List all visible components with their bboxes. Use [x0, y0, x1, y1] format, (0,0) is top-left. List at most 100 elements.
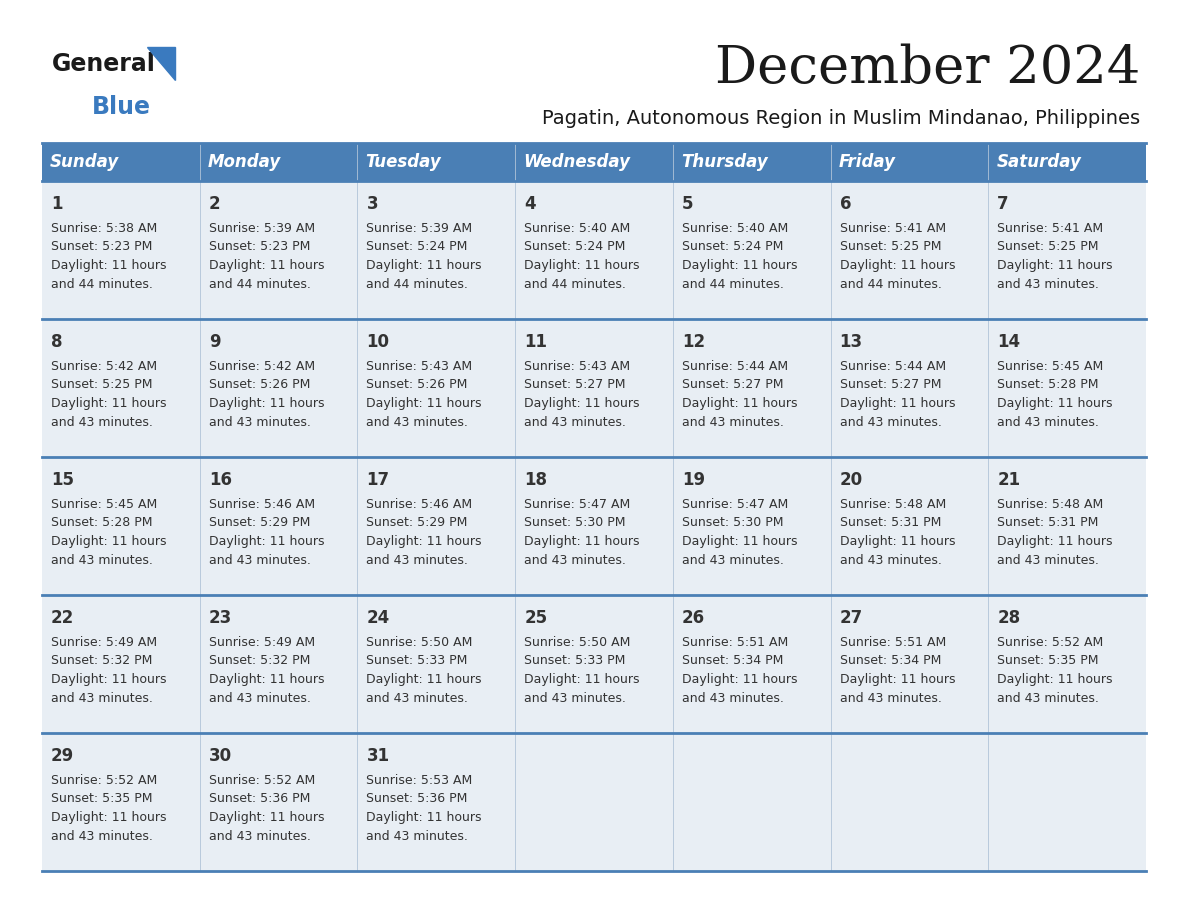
- Text: Sunrise: 5:40 AM: Sunrise: 5:40 AM: [682, 221, 788, 234]
- Text: Sunrise: 5:47 AM: Sunrise: 5:47 AM: [524, 498, 631, 510]
- Text: 6: 6: [840, 195, 851, 213]
- Text: Sunrise: 5:41 AM: Sunrise: 5:41 AM: [840, 221, 946, 234]
- Bar: [42, 457, 1146, 595]
- Text: 12: 12: [682, 333, 704, 351]
- Text: Daylight: 11 hours: Daylight: 11 hours: [997, 535, 1113, 548]
- Text: 29: 29: [51, 747, 74, 765]
- Text: 1: 1: [51, 195, 63, 213]
- Text: Daylight: 11 hours: Daylight: 11 hours: [366, 674, 482, 687]
- Text: Sunset: 5:25 PM: Sunset: 5:25 PM: [997, 241, 1099, 253]
- Text: Daylight: 11 hours: Daylight: 11 hours: [209, 674, 324, 687]
- Text: Sunrise: 5:48 AM: Sunrise: 5:48 AM: [840, 498, 946, 510]
- Text: Sunset: 5:36 PM: Sunset: 5:36 PM: [209, 792, 310, 805]
- Text: Wednesday: Wednesday: [523, 153, 630, 171]
- Text: and 43 minutes.: and 43 minutes.: [51, 417, 153, 430]
- Text: Daylight: 11 hours: Daylight: 11 hours: [51, 397, 166, 410]
- Text: 14: 14: [997, 333, 1020, 351]
- Text: 10: 10: [366, 333, 390, 351]
- Text: Tuesday: Tuesday: [366, 153, 441, 171]
- Text: and 43 minutes.: and 43 minutes.: [997, 692, 1099, 706]
- Text: 16: 16: [209, 471, 232, 489]
- Text: and 43 minutes.: and 43 minutes.: [682, 417, 784, 430]
- Text: 27: 27: [840, 609, 862, 627]
- Text: Sunset: 5:32 PM: Sunset: 5:32 PM: [51, 655, 152, 667]
- Text: Daylight: 11 hours: Daylight: 11 hours: [209, 260, 324, 273]
- Text: Sunrise: 5:39 AM: Sunrise: 5:39 AM: [366, 221, 473, 234]
- Text: Daylight: 11 hours: Daylight: 11 hours: [682, 397, 797, 410]
- Text: Daylight: 11 hours: Daylight: 11 hours: [51, 674, 166, 687]
- Text: Daylight: 11 hours: Daylight: 11 hours: [840, 260, 955, 273]
- Text: and 43 minutes.: and 43 minutes.: [209, 692, 310, 706]
- Text: and 43 minutes.: and 43 minutes.: [682, 692, 784, 706]
- Text: 9: 9: [209, 333, 220, 351]
- Text: Daylight: 11 hours: Daylight: 11 hours: [209, 397, 324, 410]
- Text: Sunset: 5:28 PM: Sunset: 5:28 PM: [51, 517, 152, 530]
- Text: Sunset: 5:24 PM: Sunset: 5:24 PM: [366, 241, 468, 253]
- Text: Daylight: 11 hours: Daylight: 11 hours: [366, 535, 482, 548]
- Text: and 43 minutes.: and 43 minutes.: [51, 831, 153, 844]
- Text: 31: 31: [366, 747, 390, 765]
- Text: Daylight: 11 hours: Daylight: 11 hours: [840, 397, 955, 410]
- Bar: [42, 181, 1146, 319]
- Text: and 43 minutes.: and 43 minutes.: [209, 417, 310, 430]
- Text: 15: 15: [51, 471, 74, 489]
- Text: Daylight: 11 hours: Daylight: 11 hours: [209, 535, 324, 548]
- Text: Sunset: 5:33 PM: Sunset: 5:33 PM: [524, 655, 626, 667]
- Text: December 2024: December 2024: [715, 42, 1140, 94]
- Text: Daylight: 11 hours: Daylight: 11 hours: [366, 812, 482, 824]
- Text: Monday: Monday: [208, 153, 282, 171]
- Text: Sunset: 5:31 PM: Sunset: 5:31 PM: [840, 517, 941, 530]
- Text: and 43 minutes.: and 43 minutes.: [524, 417, 626, 430]
- Text: Sunset: 5:27 PM: Sunset: 5:27 PM: [524, 378, 626, 391]
- Text: Sunrise: 5:43 AM: Sunrise: 5:43 AM: [524, 360, 631, 373]
- Text: 21: 21: [997, 471, 1020, 489]
- Text: Sunrise: 5:51 AM: Sunrise: 5:51 AM: [840, 635, 946, 648]
- Text: and 43 minutes.: and 43 minutes.: [840, 692, 941, 706]
- Bar: [42, 595, 1146, 733]
- Text: and 44 minutes.: and 44 minutes.: [524, 278, 626, 292]
- Text: Daylight: 11 hours: Daylight: 11 hours: [997, 674, 1113, 687]
- Text: Sunset: 5:25 PM: Sunset: 5:25 PM: [51, 378, 152, 391]
- Text: and 43 minutes.: and 43 minutes.: [209, 831, 310, 844]
- Text: Daylight: 11 hours: Daylight: 11 hours: [682, 535, 797, 548]
- Text: Daylight: 11 hours: Daylight: 11 hours: [209, 812, 324, 824]
- Text: 18: 18: [524, 471, 548, 489]
- Text: Sunset: 5:29 PM: Sunset: 5:29 PM: [209, 517, 310, 530]
- Text: 23: 23: [209, 609, 232, 627]
- Text: 19: 19: [682, 471, 704, 489]
- Text: Sunset: 5:35 PM: Sunset: 5:35 PM: [997, 655, 1099, 667]
- Text: and 44 minutes.: and 44 minutes.: [682, 278, 784, 292]
- Text: 20: 20: [840, 471, 862, 489]
- Text: Friday: Friday: [839, 153, 896, 171]
- Text: and 43 minutes.: and 43 minutes.: [524, 692, 626, 706]
- Text: and 43 minutes.: and 43 minutes.: [840, 554, 941, 567]
- Text: and 43 minutes.: and 43 minutes.: [366, 554, 468, 567]
- Text: Daylight: 11 hours: Daylight: 11 hours: [682, 674, 797, 687]
- Text: and 44 minutes.: and 44 minutes.: [209, 278, 310, 292]
- Text: Sunrise: 5:40 AM: Sunrise: 5:40 AM: [524, 221, 631, 234]
- Text: Daylight: 11 hours: Daylight: 11 hours: [840, 535, 955, 548]
- Text: Sunrise: 5:42 AM: Sunrise: 5:42 AM: [51, 360, 157, 373]
- Text: 8: 8: [51, 333, 63, 351]
- Text: 17: 17: [366, 471, 390, 489]
- Text: Daylight: 11 hours: Daylight: 11 hours: [524, 674, 639, 687]
- Text: and 43 minutes.: and 43 minutes.: [997, 278, 1099, 292]
- Text: Sunset: 5:28 PM: Sunset: 5:28 PM: [997, 378, 1099, 391]
- Bar: [42, 143, 1146, 181]
- Text: Daylight: 11 hours: Daylight: 11 hours: [51, 812, 166, 824]
- Text: Daylight: 11 hours: Daylight: 11 hours: [366, 397, 482, 410]
- Text: and 44 minutes.: and 44 minutes.: [366, 278, 468, 292]
- Text: Daylight: 11 hours: Daylight: 11 hours: [840, 674, 955, 687]
- Text: and 43 minutes.: and 43 minutes.: [209, 554, 310, 567]
- Text: Sunset: 5:25 PM: Sunset: 5:25 PM: [840, 241, 941, 253]
- Text: Sunset: 5:27 PM: Sunset: 5:27 PM: [840, 378, 941, 391]
- Text: 24: 24: [366, 609, 390, 627]
- Text: Sunset: 5:35 PM: Sunset: 5:35 PM: [51, 792, 152, 805]
- Text: Sunrise: 5:51 AM: Sunrise: 5:51 AM: [682, 635, 788, 648]
- Text: Sunrise: 5:46 AM: Sunrise: 5:46 AM: [366, 498, 473, 510]
- Text: Sunset: 5:34 PM: Sunset: 5:34 PM: [682, 655, 783, 667]
- Text: and 43 minutes.: and 43 minutes.: [366, 417, 468, 430]
- Text: Daylight: 11 hours: Daylight: 11 hours: [366, 260, 482, 273]
- Text: Sunrise: 5:50 AM: Sunrise: 5:50 AM: [524, 635, 631, 648]
- Text: Sunrise: 5:39 AM: Sunrise: 5:39 AM: [209, 221, 315, 234]
